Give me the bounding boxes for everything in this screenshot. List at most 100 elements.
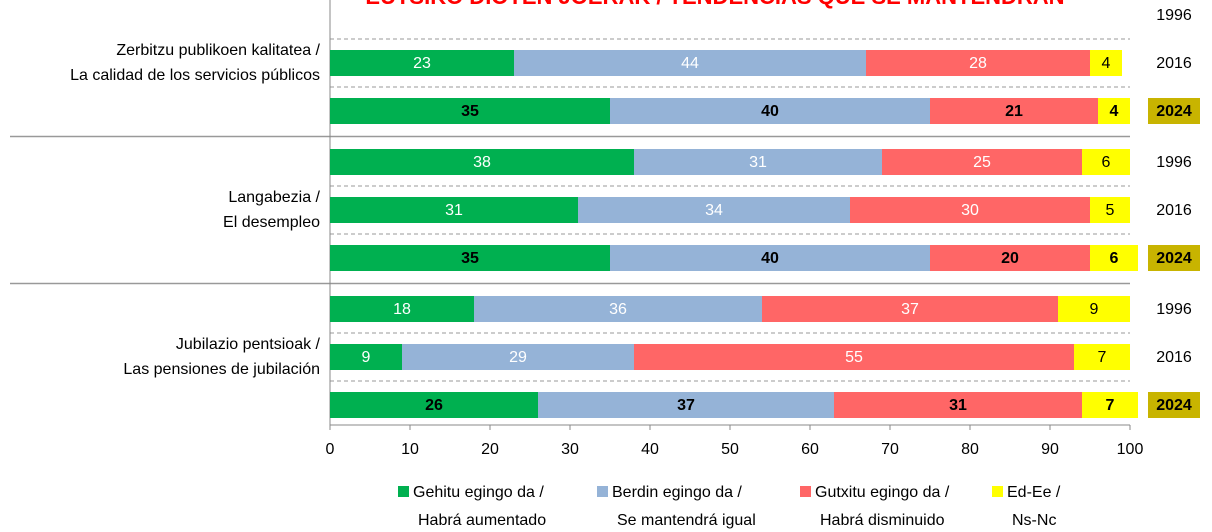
legend-label: Ed-Ee / — [1007, 484, 1061, 501]
x-tick-label: 30 — [561, 441, 579, 458]
value-label: 9 — [362, 349, 371, 366]
bar-segment — [578, 197, 850, 223]
bar-segment — [882, 149, 1082, 175]
value-label: 34 — [705, 202, 723, 219]
legend-swatch — [992, 486, 1003, 497]
bar-segment — [330, 149, 634, 175]
x-tick-label: 40 — [641, 441, 659, 458]
legend-label: Gehitu egingo da / — [413, 484, 544, 501]
year-highlight — [1148, 245, 1200, 271]
year-label: 1996 — [1156, 301, 1192, 318]
legend-label: Habrá aumentado — [418, 512, 546, 529]
legend-label: Habrá disminuido — [820, 512, 945, 529]
bar-segment — [610, 245, 930, 271]
value-label: 25 — [973, 154, 991, 171]
value-label: 38 — [473, 154, 491, 171]
bar-segment — [1074, 344, 1130, 370]
year-label: 2024 — [1156, 103, 1192, 120]
value-label: 40 — [761, 250, 779, 267]
value-label: 28 — [969, 55, 987, 72]
bar-segment — [330, 197, 578, 223]
bar-segment — [762, 296, 1058, 322]
value-label: 18 — [393, 301, 411, 318]
value-label: 37 — [677, 397, 695, 414]
bar-segment — [634, 344, 1074, 370]
year-label: 2016 — [1156, 202, 1192, 219]
value-label: 36 — [609, 301, 627, 318]
value-label: 6 — [1110, 250, 1119, 267]
bar-segment — [330, 296, 474, 322]
value-label: 31 — [445, 202, 463, 219]
year-label: 1996 — [1156, 7, 1192, 24]
legend-label: Berdin egingo da / — [612, 484, 742, 501]
x-tick-label: 20 — [481, 441, 499, 458]
value-label: 4 — [1110, 103, 1119, 120]
year-highlight — [1148, 392, 1200, 418]
bar-segment — [330, 98, 610, 124]
value-label: 7 — [1098, 349, 1107, 366]
value-label: 6 — [1102, 154, 1111, 171]
group-label: Langabezia / — [228, 189, 320, 206]
bar-segment — [1098, 98, 1130, 124]
group-label: Zerbitzu publikoen kalitatea / — [116, 42, 320, 59]
bar-segment — [866, 50, 1090, 76]
bar-segment — [330, 344, 402, 370]
bar-segment — [1058, 296, 1130, 322]
bar-segment — [930, 98, 1098, 124]
value-label: 5 — [1106, 202, 1115, 219]
value-label: 4 — [1102, 55, 1111, 72]
year-label: 2016 — [1156, 55, 1192, 72]
x-tick-label: 70 — [881, 441, 899, 458]
legend-label: Gutxitu egingo da / — [815, 484, 950, 501]
bar-segment — [634, 149, 882, 175]
bar-segment — [330, 245, 610, 271]
legend-label: Ns-Nc — [1012, 512, 1056, 529]
chart-title: EUTSIKO DIOTEN JOERAK / TENDENCIAS QUE S… — [365, 0, 1064, 9]
value-label: 44 — [681, 55, 699, 72]
bar-segment — [930, 245, 1090, 271]
bar-segment — [834, 392, 1082, 418]
year-label: 2016 — [1156, 349, 1192, 366]
value-label: 26 — [425, 397, 443, 414]
bar-segment — [330, 392, 538, 418]
bar-segment — [474, 296, 762, 322]
group-label: Jubilazio pentsioak / — [176, 336, 321, 353]
value-label: 30 — [961, 202, 979, 219]
bar-segment — [610, 98, 930, 124]
value-label: 29 — [509, 349, 527, 366]
year-highlight — [1148, 98, 1200, 124]
value-label: 31 — [949, 397, 967, 414]
value-label: 23 — [413, 55, 431, 72]
legend-label: Se mantendrá igual — [617, 512, 756, 529]
legend-swatch — [398, 486, 409, 497]
bar-segment — [514, 50, 866, 76]
year-label: 2024 — [1156, 397, 1192, 414]
value-label: 21 — [1005, 103, 1023, 120]
value-label: 7 — [1106, 397, 1115, 414]
bar-segment — [330, 50, 514, 76]
x-tick-label: 50 — [721, 441, 739, 458]
x-tick-label: 0 — [326, 441, 335, 458]
year-label: 2024 — [1156, 250, 1192, 267]
x-tick-label: 10 — [401, 441, 419, 458]
value-label: 35 — [461, 103, 479, 120]
x-tick-label: 60 — [801, 441, 819, 458]
value-label: 35 — [461, 250, 479, 267]
bar-segment — [1090, 197, 1130, 223]
value-label: 31 — [749, 154, 767, 171]
group-label: Las pensiones de jubilación — [123, 361, 320, 378]
bar-segment — [850, 197, 1090, 223]
year-label: 1996 — [1156, 154, 1192, 171]
value-label: 37 — [901, 301, 919, 318]
legend-swatch — [597, 486, 608, 497]
x-tick-label: 80 — [961, 441, 979, 458]
bar-segment — [1082, 392, 1138, 418]
bar-segment — [538, 392, 834, 418]
x-tick-label: 90 — [1041, 441, 1059, 458]
value-label: 55 — [845, 349, 863, 366]
group-label: La calidad de los servicios públicos — [70, 67, 320, 84]
x-tick-label: 100 — [1117, 441, 1144, 458]
value-label: 40 — [761, 103, 779, 120]
bar-segment — [402, 344, 634, 370]
